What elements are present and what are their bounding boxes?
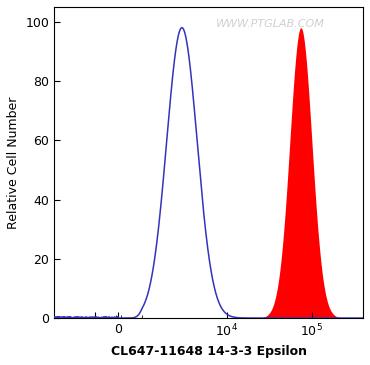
Text: WWW.PTGLAB.COM: WWW.PTGLAB.COM [216,19,325,30]
Y-axis label: Relative Cell Number: Relative Cell Number [7,96,20,229]
X-axis label: CL647-11648 14-3-3 Epsilon: CL647-11648 14-3-3 Epsilon [111,345,307,358]
